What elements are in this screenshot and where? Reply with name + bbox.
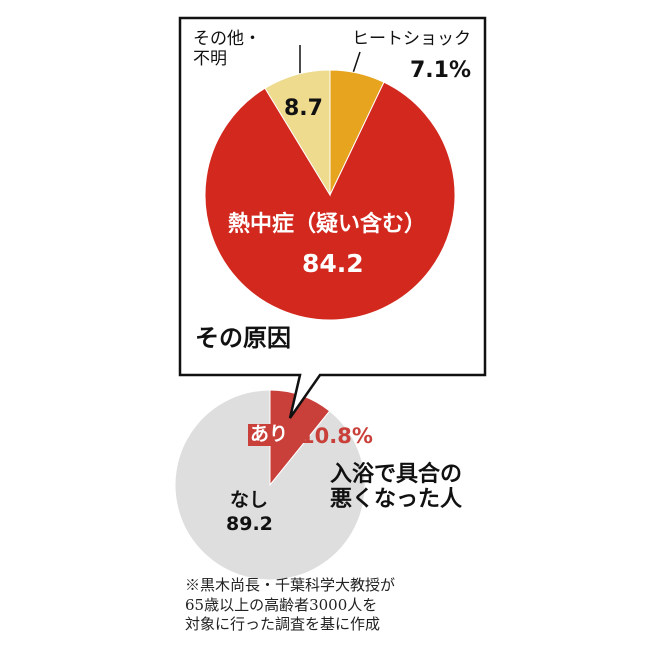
source-note: ※黒木尚長・千葉科学大教授が 65歳以上の高齢者3000人を 対象に行った調査を… <box>185 576 396 633</box>
slice-label: なし <box>230 489 269 511</box>
value-label: 89.2 <box>226 513 273 535</box>
value-label: 7.1% <box>410 58 472 83</box>
value-label: 84.2 <box>302 249 364 278</box>
pie-slice <box>174 389 366 581</box>
pie-slice <box>204 81 456 321</box>
slice-label: ヒートショック <box>352 29 471 49</box>
value-label: 8.7 <box>284 96 323 121</box>
chart-title: その原因 <box>195 324 291 352</box>
chart-title: 入浴で具合の 悪くなった人 <box>330 462 463 513</box>
slice-label: あり <box>248 423 291 446</box>
slice-label: 熱中症（疑い含む） <box>228 212 427 237</box>
pie-slice <box>264 69 331 197</box>
value-label: 10.8% <box>300 424 373 448</box>
slice-label: その他・ 不明 <box>193 29 261 69</box>
